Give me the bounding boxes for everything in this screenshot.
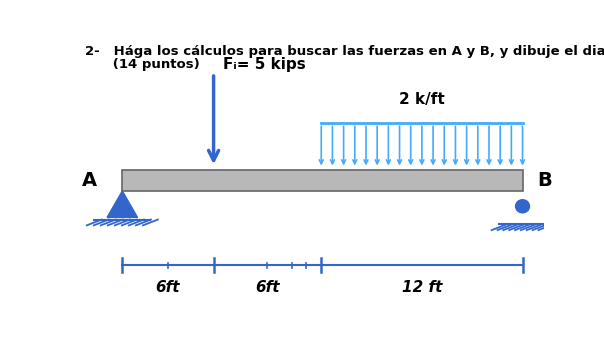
Text: 6ft: 6ft <box>156 280 180 295</box>
Text: Fᵢ= 5 kips: Fᵢ= 5 kips <box>223 57 306 72</box>
Text: 12 ft: 12 ft <box>402 280 442 295</box>
Ellipse shape <box>516 200 530 213</box>
Bar <box>122 170 522 191</box>
Text: A: A <box>82 171 97 190</box>
Text: 6ft: 6ft <box>255 280 280 295</box>
Text: 2 k/ft: 2 k/ft <box>399 93 445 107</box>
Text: B: B <box>538 171 553 190</box>
Polygon shape <box>107 191 138 217</box>
Text: (14 puntos): (14 puntos) <box>85 58 199 72</box>
Text: 2-   Hága los cálculos para buscar las fuerzas en A y B, y dibuje el diagrama de: 2- Hága los cálculos para buscar las fue… <box>85 45 604 58</box>
